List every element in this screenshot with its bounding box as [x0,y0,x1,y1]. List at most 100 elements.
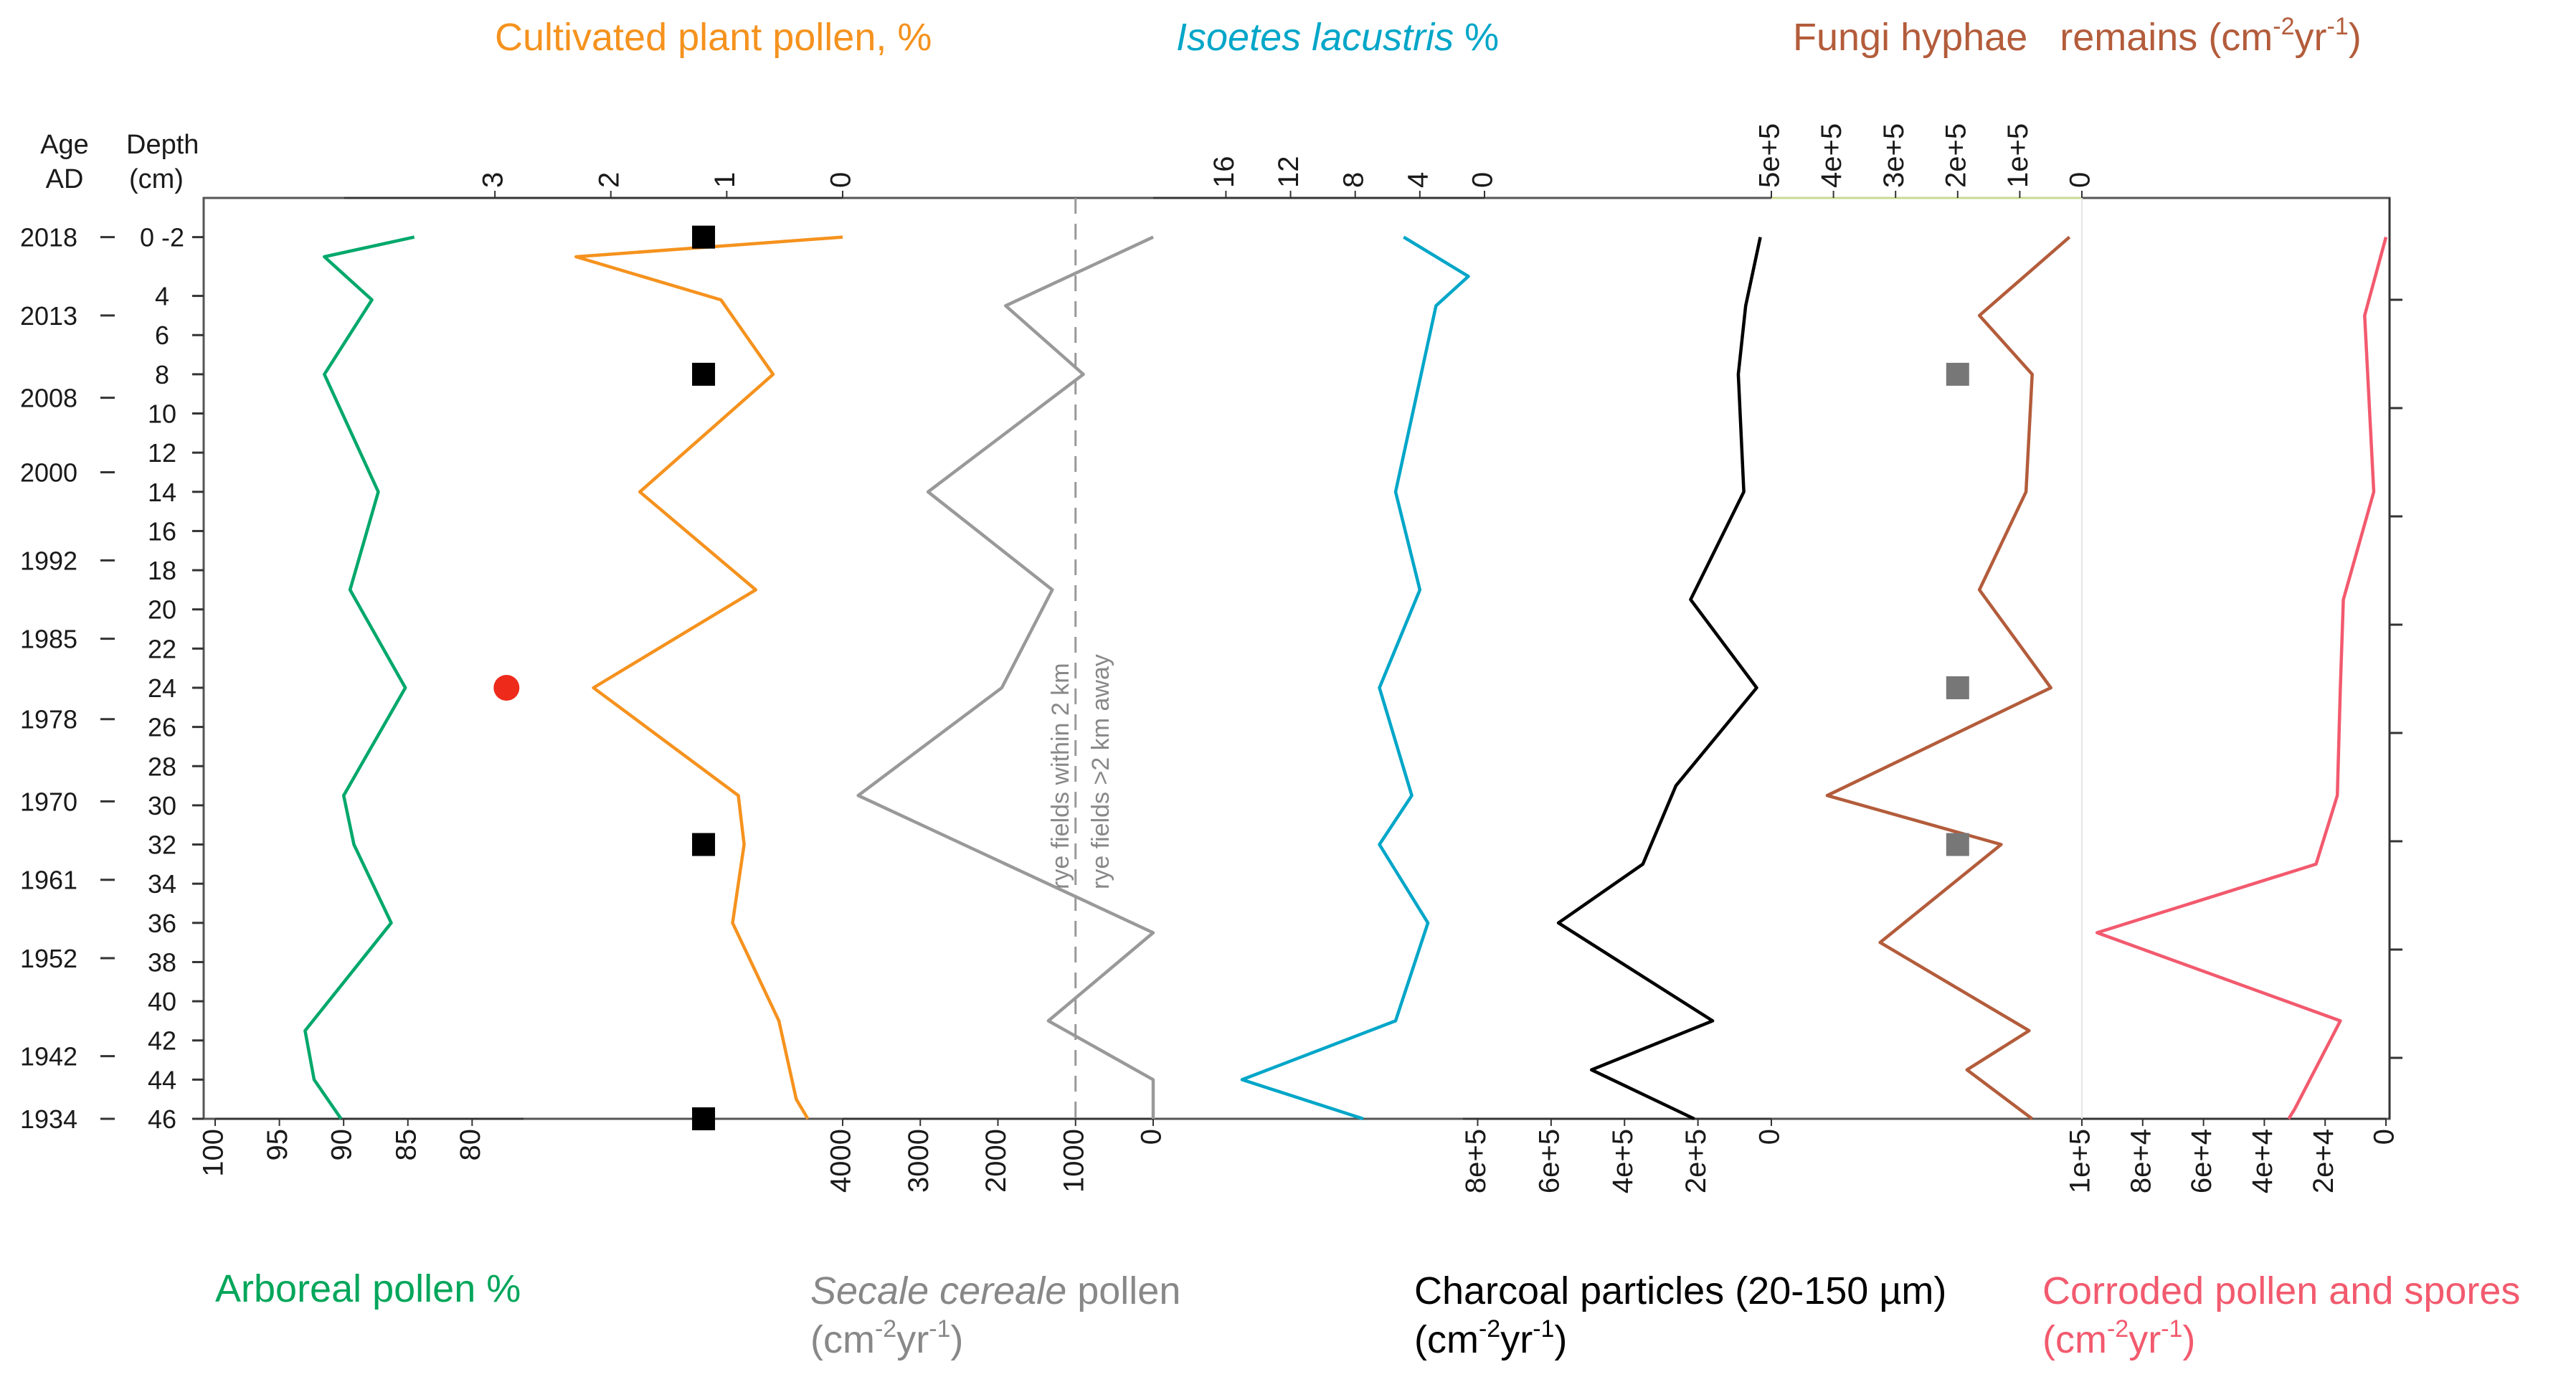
secale-unit-suffix: ) [950,1318,963,1361]
age-depth-axis: 0 -2468101214161820222426283032343638404… [20,223,2402,1134]
isoetes-tick-label: 12 [1273,156,1304,189]
secale-title: Secale cereale pollen [810,1269,1180,1312]
arboreal-tick-label: 85 [390,1129,422,1161]
secale-title-rest: pollen [1066,1269,1180,1312]
isoetes-title: Isoetes lacustris % [1176,16,1499,59]
fungi-unit-sup: -2 [2273,13,2294,40]
corroded-unit-sup: -2 [2107,1315,2128,1343]
age-tick-label: 1992 [20,546,77,575]
secale-tick-label: 1000 [1058,1129,1089,1193]
charcoal-tick-label: 2e+5 [1680,1129,1712,1193]
depth-tick-label: 20 [148,595,176,625]
charcoal-title: Charcoal particles (20-150 µm) [1414,1269,1946,1312]
depth-tick-label: 10 [148,399,176,429]
fungi-tick-label: 4e+5 [1816,123,1847,188]
depth-tick-label: 38 [148,947,176,977]
series-axes: 100 95 90 85 80 3 2 1 0 4000 3000 2000 1000 0 16 12 8 4 0 8… [198,123,2400,1193]
charcoal-unit: (cm-2yr-1) [1414,1315,1567,1361]
corroded-unit-suffix: ) [2182,1318,2195,1361]
fungi-unit-prefix: (cm [2197,16,2273,59]
cultivated-line [574,235,843,1120]
corroded-unit: (cm-2yr-1) [2042,1315,2195,1361]
charcoal-line [1556,237,1762,1121]
square-marker [692,225,716,249]
secale-unit-sup: -2 [875,1315,896,1343]
square-marker [1946,833,1969,856]
rye-within-label: rye fields within 2 km [1047,663,1074,889]
age-tick-label: 1961 [20,866,77,895]
corroded-unit-sup2: -1 [2161,1315,2182,1343]
depth-axis-label: Depth [126,130,199,160]
depth-tick-label: 8 [155,360,169,389]
series-lines [303,235,2388,1121]
corroded-unit-mid: yr [2128,1318,2161,1361]
fungi-unit-suffix: ) [2349,16,2362,59]
depth-tick-label: 26 [148,713,176,742]
fungi-tick-label: 5e+5 [1754,123,1786,188]
corroded-tick-label: 1e+5 [2065,1129,2096,1193]
age-tick-label: 1934 [20,1104,77,1134]
square-marker [1946,362,1969,386]
charcoal-unit-suffix: ) [1554,1318,1567,1361]
depth-tick-label: 22 [148,634,176,663]
depth-tick-label: 14 [148,478,176,507]
fungi-title: Fungi hyphae remains (cm-2yr-1) [1793,13,2362,59]
markers [493,225,1969,1130]
charcoal-tick-label: 8e+5 [1460,1129,1492,1193]
secale-tick-label: 4000 [825,1129,857,1193]
charcoal-unit-sup: -2 [1479,1315,1500,1343]
isoetes-tick-label: 4 [1402,172,1434,188]
cultivated-tick-label: 0 [825,172,857,188]
depth-tick-label: 18 [148,556,176,585]
age-axis-label: Age [40,130,89,160]
rye-away-label: rye fields >2 km away [1087,654,1114,889]
corroded-tick-label: 2e+4 [2308,1129,2339,1193]
fungi-tick-label: 2e+5 [1940,123,1971,188]
secale-line [856,235,1155,1119]
red-circle-marker [493,674,520,701]
depth-tick-label: 42 [148,1026,176,1056]
arboreal-tick-label: 80 [455,1129,486,1161]
depth-tick-label: 24 [148,673,176,703]
depth-tick-label: 32 [148,831,176,860]
depth-tick-label: 4 [155,282,169,311]
fungi-unit-sup2: -1 [2327,13,2349,40]
fungi-tick-label: 0 [2065,172,2096,188]
fungi-unit-mid: yr [2295,16,2327,59]
secale-tick-label: 2000 [980,1129,1012,1193]
square-marker [692,1107,716,1130]
depth-tick-label: 40 [148,987,176,1016]
depth-tick-label: 44 [148,1065,176,1094]
charcoal-unit-sup2: -1 [1533,1315,1554,1343]
secale-unit-sup2: -1 [929,1315,950,1343]
cultivated-tick-label: 2 [593,172,625,188]
isoetes-tick-label: 8 [1337,172,1369,188]
depth-axis-unit: (cm) [129,164,184,194]
arboreal-tick-label: 100 [198,1129,229,1177]
age-tick-label: 2013 [20,301,77,331]
charcoal-tick-label: 6e+5 [1533,1129,1565,1193]
annotations: rye fields within 2 km rye fields >2 km a… [1047,198,2083,1119]
secale-unit: (cm-2yr-1) [810,1315,963,1361]
corroded-tick-label: 8e+4 [2125,1129,2156,1193]
secale-tick-label: 0 [1136,1129,1168,1145]
plot-frame [202,197,2391,1120]
charcoal-unit-mid: yr [1500,1318,1533,1361]
fungi-title-text: Fungi hyphae remains [1793,16,2197,59]
corroded-line [2095,237,2388,1120]
arboreal-tick-label: 90 [326,1129,358,1161]
secale-tick-label: 3000 [903,1129,934,1193]
depth-tick-label: 30 [148,791,176,820]
square-marker [692,833,716,856]
depth-tick-label: 12 [148,438,176,468]
isoetes-tick-label: 0 [1467,172,1499,188]
isoetes-title-italic: Isoetes lacustris [1176,16,1454,59]
corroded-tick-label: 4e+4 [2247,1129,2278,1193]
isoetes-tick-label: 16 [1208,156,1240,189]
depth-tick-label: 0 -2 [140,223,184,252]
depth-tick-label: 36 [148,909,176,938]
square-marker [692,362,716,386]
isoetes-line [1240,235,1470,1121]
age-tick-label: 1978 [20,705,77,734]
